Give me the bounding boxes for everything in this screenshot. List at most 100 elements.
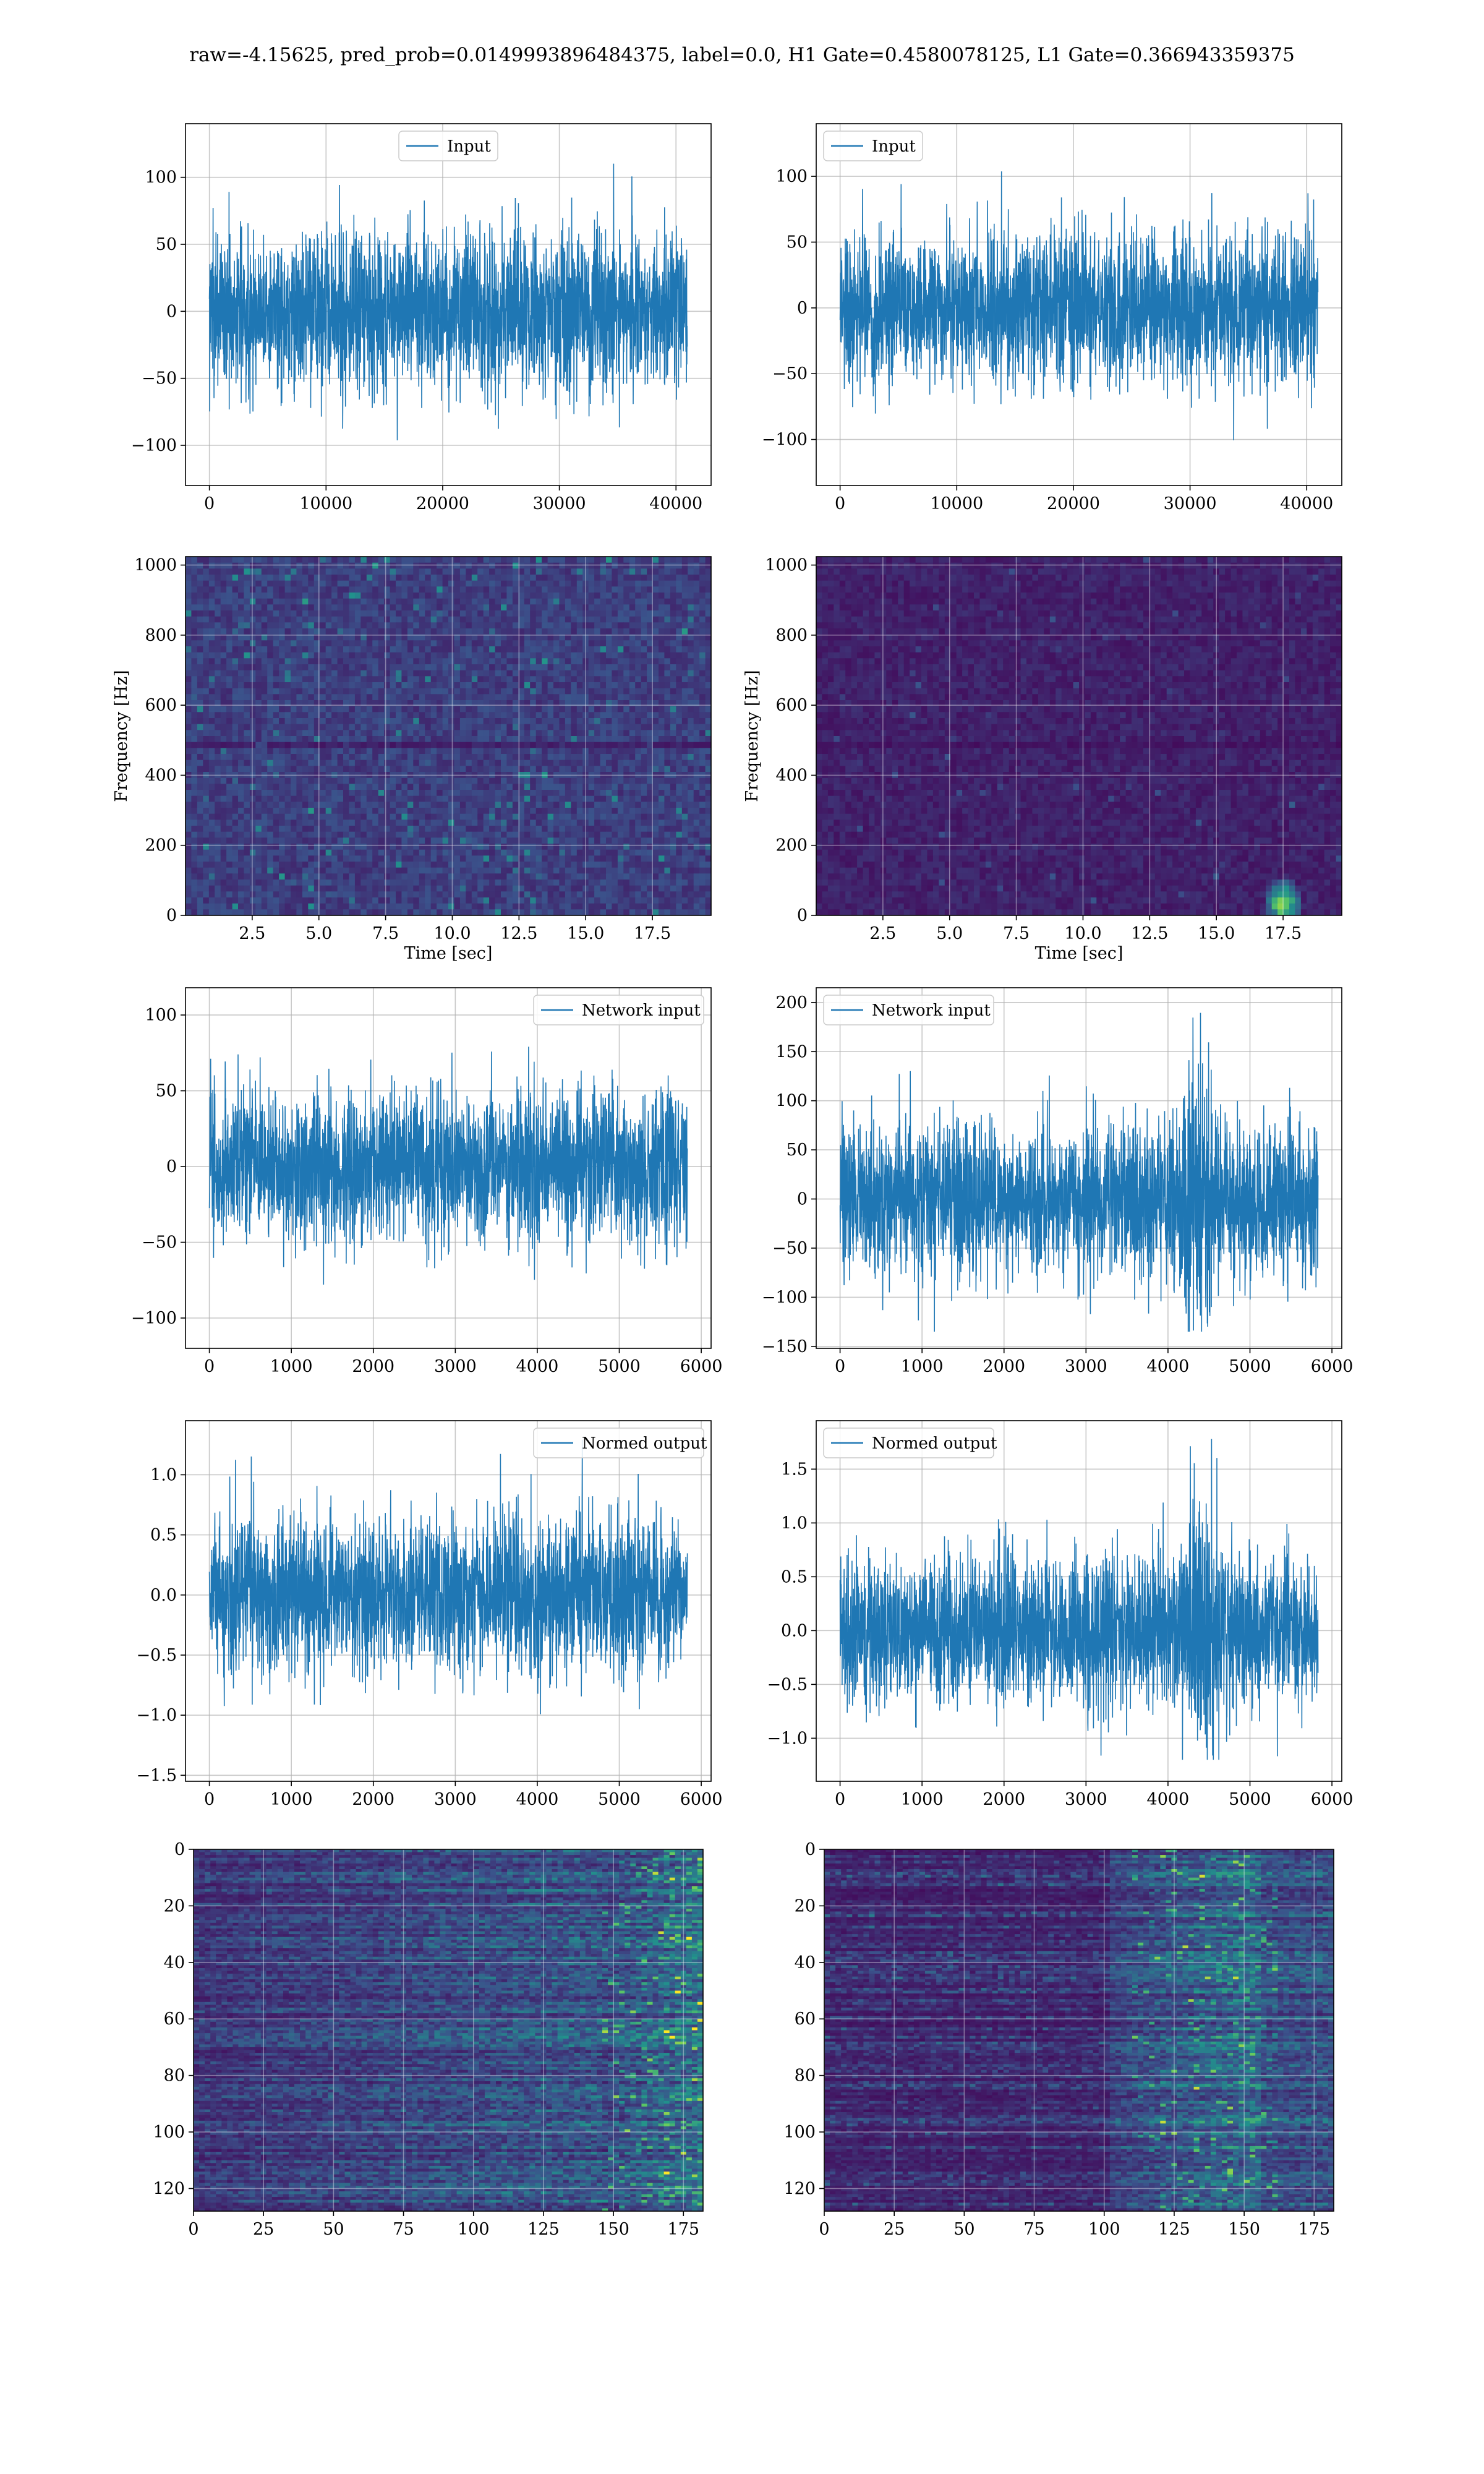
l1-input-ytick-label: 0 bbox=[797, 299, 808, 318]
l1-network-input-axes-frame bbox=[816, 987, 1342, 1349]
h1-feature-map-xtick-label: 125 bbox=[527, 2220, 560, 2239]
l1-input-xtick-label: 30000 bbox=[1164, 494, 1217, 513]
l1-spectrogram-xtick-label: 12.5 bbox=[1131, 924, 1168, 943]
l1-input-axes-frame bbox=[816, 123, 1342, 486]
l1-feature-map-ytick-label: 60 bbox=[795, 2010, 816, 2029]
h1-network-input-legend: Network input bbox=[533, 995, 704, 1025]
h1-normed-output-legend-label: Normed output bbox=[582, 1434, 707, 1453]
h1-input-ytick-label: −50 bbox=[142, 369, 177, 388]
l1-spectrogram-xtick-label: 15.0 bbox=[1198, 924, 1235, 943]
h1-spectrogram-xtick-label: 10.0 bbox=[433, 924, 471, 943]
l1-input-xtick-label: 40000 bbox=[1280, 494, 1333, 513]
l1-feature-map-ytick-label: 0 bbox=[805, 1840, 816, 1859]
l1-normed-output-axes-frame bbox=[816, 1420, 1342, 1782]
h1-network-input-ytick-label: 100 bbox=[145, 1006, 177, 1025]
l1-input-ytick-label: 50 bbox=[787, 233, 808, 252]
h1-feature-map-xtick-label: 100 bbox=[458, 2220, 490, 2239]
h1-input-ytick-label: −100 bbox=[131, 436, 177, 455]
h1-spectrogram-xtick-label: 5.0 bbox=[305, 924, 332, 943]
h1-normed-output-ytick-label: −1.0 bbox=[136, 1706, 177, 1725]
l1-network-input-xtick-label: 4000 bbox=[1147, 1357, 1190, 1376]
h1-normed-output-xtick-label: 3000 bbox=[434, 1790, 477, 1809]
h1-feature-map-heatmap-cells bbox=[194, 1849, 703, 2211]
l1-network-input-ytick-label: −50 bbox=[772, 1239, 808, 1258]
l1-input-legend-frame bbox=[823, 131, 923, 161]
l1-normed-output-xtick-label: 0 bbox=[835, 1790, 845, 1809]
h1-feature-map-xtick-label: 25 bbox=[253, 2220, 274, 2239]
l1-network-input-xtick-label: 1000 bbox=[901, 1357, 944, 1376]
l1-feature-map-panel: 0 25 50 75 100 125 150 175 0 20 40 60 80 100 120 bbox=[783, 1840, 1334, 2239]
h1-spectrogram-ytick-label: 400 bbox=[145, 766, 177, 785]
l1-network-input-ytick-label: 50 bbox=[787, 1141, 808, 1160]
l1-normed-output-series-line bbox=[839, 1439, 1319, 1760]
h1-normed-output-xtick-label: 6000 bbox=[680, 1790, 723, 1809]
l1-input-ytick-label: 100 bbox=[775, 167, 808, 186]
l1-feature-map-ytick-label: 40 bbox=[795, 1953, 816, 1972]
h1-spectrogram-ytick-label: 600 bbox=[145, 696, 177, 715]
l1-feature-map-ytick-label: 20 bbox=[795, 1896, 816, 1915]
h1-normed-output-legend: Normed output bbox=[533, 1427, 707, 1458]
h1-feature-map-xtick-label: 0 bbox=[188, 2220, 198, 2239]
h1-network-input-axes-frame bbox=[185, 987, 712, 1349]
l1-normed-output-ytick-label: −0.5 bbox=[767, 1675, 808, 1694]
l1-network-input-xtick-label: 2000 bbox=[983, 1357, 1025, 1376]
h1-spectrogram-ytick-label: 800 bbox=[145, 626, 177, 645]
h1-spectrogram-xlabel: Time [sec] bbox=[404, 944, 493, 963]
h1-network-input-ytick-label: 0 bbox=[166, 1157, 177, 1176]
l1-input-series-line bbox=[839, 171, 1319, 440]
h1-normed-output-xtick-label: 5000 bbox=[598, 1790, 641, 1809]
l1-feature-map-xtick-label: 175 bbox=[1298, 2220, 1331, 2239]
l1-normed-output-ytick-label: −1.0 bbox=[767, 1729, 808, 1748]
h1-feature-map-panel: 0 25 50 75 100 125 150 175 0 20 40 60 80 100 120 bbox=[153, 1840, 704, 2239]
l1-spectrogram-ytick-label: 0 bbox=[797, 906, 808, 925]
l1-spectrogram-ytick-label: 800 bbox=[775, 626, 808, 645]
h1-input-ytick-label: 100 bbox=[145, 168, 177, 187]
h1-input-xtick-label: 10000 bbox=[299, 494, 352, 513]
h1-feature-map-ytick-label: 20 bbox=[164, 1896, 185, 1915]
l1-spectrogram-xtick-label: 10.0 bbox=[1064, 924, 1101, 943]
h1-input-xtick-label: 40000 bbox=[649, 494, 702, 513]
l1-network-input-xtick-label: 6000 bbox=[1311, 1357, 1354, 1376]
l1-network-input-ytick-label: 200 bbox=[775, 993, 808, 1012]
h1-input-legend-label: Input bbox=[447, 137, 491, 156]
l1-input-panel: Input 0 10000 20000 30000 40000 −100 −50 0 50 100 bbox=[762, 123, 1342, 513]
h1-feature-map-ytick-label: 60 bbox=[164, 2010, 185, 2029]
l1-network-input-legend: Network input bbox=[823, 995, 994, 1025]
l1-input-ytick-label: −100 bbox=[762, 430, 808, 450]
h1-normed-output-series-line bbox=[208, 1439, 688, 1714]
h1-input-legend: Input bbox=[398, 131, 498, 161]
h1-network-input-xtick-label: 6000 bbox=[680, 1357, 723, 1376]
l1-spectrogram-axes-frame bbox=[816, 556, 1342, 916]
l1-feature-map-ytick-label: 100 bbox=[783, 2123, 816, 2142]
l1-network-input-ytick-label: 100 bbox=[775, 1092, 808, 1111]
l1-feature-map-xtick-label: 25 bbox=[884, 2220, 905, 2239]
l1-feature-map-xtick-label: 50 bbox=[953, 2220, 974, 2239]
h1-spectrogram-xtick-label: 17.5 bbox=[634, 924, 671, 943]
h1-normed-output-ytick-label: 0.5 bbox=[150, 1526, 177, 1545]
h1-normed-output-panel: Normed output 0 1000 2000 3000 4000 5000 6000 −1… bbox=[136, 1420, 723, 1809]
l1-network-input-ytick-label: −100 bbox=[762, 1288, 808, 1307]
l1-feature-map-xtick-label: 0 bbox=[819, 2220, 829, 2239]
l1-normed-output-xtick-label: 4000 bbox=[1147, 1790, 1190, 1809]
l1-input-ytick-label: −50 bbox=[772, 364, 808, 383]
h1-normed-output-xtick-label: 1000 bbox=[270, 1790, 313, 1809]
h1-feature-map-xtick-label: 50 bbox=[323, 2220, 344, 2239]
l1-network-input-series-line bbox=[839, 1012, 1319, 1332]
l1-network-input-ytick-label: 150 bbox=[775, 1042, 808, 1061]
l1-feature-map-heatmap-cells bbox=[824, 1849, 1334, 2211]
h1-network-input-xtick-label: 2000 bbox=[352, 1357, 394, 1376]
l1-feature-map-xtick-label: 150 bbox=[1228, 2220, 1260, 2239]
h1-spectrogram-xtick-label: 12.5 bbox=[500, 924, 537, 943]
h1-network-input-ytick-label: −50 bbox=[142, 1233, 177, 1252]
l1-feature-map-axes-frame bbox=[824, 1849, 1334, 2212]
h1-input-xtick-label: 0 bbox=[204, 494, 215, 513]
h1-network-input-xtick-label: 5000 bbox=[598, 1357, 641, 1376]
l1-spectrogram-xtick-label: 2.5 bbox=[869, 924, 896, 943]
l1-input-legend: Input bbox=[823, 131, 923, 161]
l1-feature-map-ytick-label: 80 bbox=[795, 2066, 816, 2086]
l1-feature-map-xtick-label: 75 bbox=[1023, 2220, 1044, 2239]
h1-spectrogram-ylabel: Frequency [Hz] bbox=[112, 670, 131, 802]
l1-spectrogram-panel: 2.5 5.0 7.5 10.0 12.5 15.0 17.5 0 200 400 600 800 10… bbox=[743, 556, 1342, 963]
